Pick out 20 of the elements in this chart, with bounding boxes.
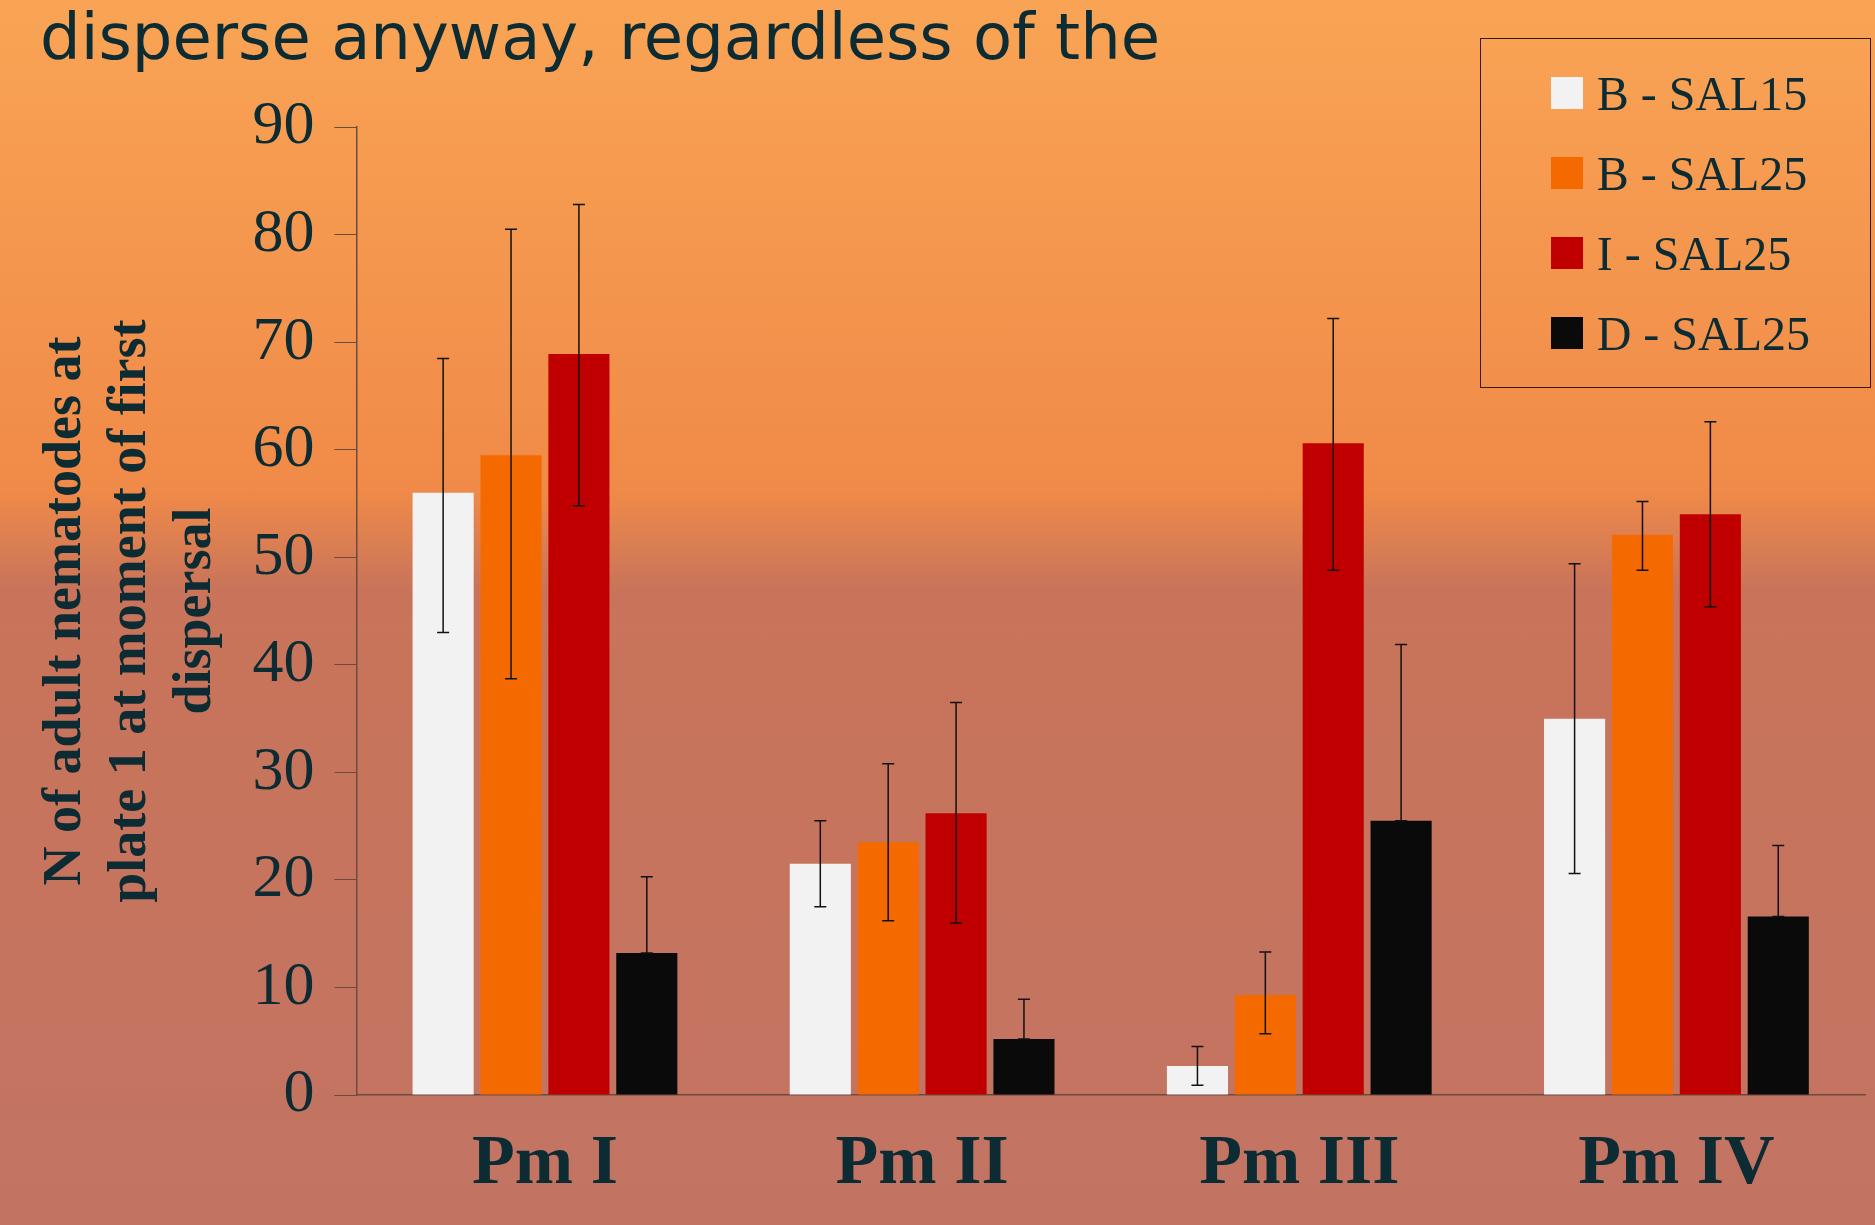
legend-label: B - SAL15 — [1596, 65, 1808, 121]
y-tick-label: 70 — [252, 303, 315, 372]
y-tick-label: 0 — [283, 1056, 315, 1125]
y-tick-label: 40 — [252, 626, 315, 695]
y-tick-label: 10 — [252, 948, 315, 1017]
y-tick-label: 80 — [252, 196, 315, 265]
legend-label: I - SAL25 — [1596, 225, 1792, 281]
x-tick-label: Pm IV — [1578, 1121, 1775, 1199]
y-tick-label: 30 — [252, 733, 315, 802]
legend-label: D - SAL25 — [1596, 305, 1810, 361]
x-tick-label: Pm I — [472, 1121, 618, 1199]
x-tick-label: Pm II — [835, 1121, 1009, 1199]
y-tick-label: 20 — [252, 841, 315, 910]
y-tick-label: 50 — [252, 518, 315, 587]
x-tick-label: Pm III — [1199, 1121, 1400, 1199]
y-tick-label: 90 — [252, 88, 315, 157]
y-axis-title: N of adult nematodes at plate 1 at moment of first dispersal — [32, 319, 222, 903]
y-tick-label: 60 — [252, 411, 315, 480]
legend-label: B - SAL25 — [1596, 145, 1808, 201]
chart-title: disperse anyway, regardless of the — [40, 0, 1161, 74]
